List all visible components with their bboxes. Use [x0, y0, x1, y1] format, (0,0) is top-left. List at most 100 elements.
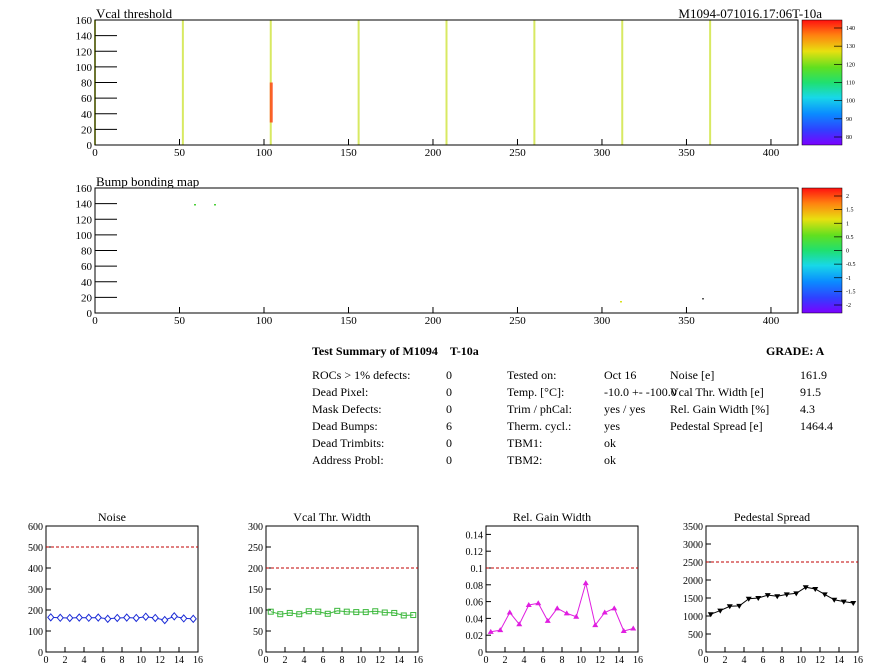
x-tick-label: 6	[321, 655, 326, 666]
x-tick-label: 16	[853, 655, 863, 666]
data-point	[381, 609, 388, 616]
data-point	[802, 585, 809, 591]
colorbar-tick-label: 80	[846, 135, 852, 141]
y-tick-label: 100	[28, 627, 43, 638]
data-point	[161, 615, 169, 625]
data-point	[793, 591, 800, 597]
data-point	[497, 627, 504, 633]
performance-value: 91.5	[800, 385, 821, 399]
colorbar-tick-label: 0	[846, 249, 849, 255]
colorbar-tick-label: -1.5	[846, 289, 856, 295]
y-tick-label: 50	[253, 627, 263, 638]
x-tick-label: 12	[595, 655, 605, 666]
x-tick-label: 16	[413, 655, 423, 666]
y-tick-label: 0	[87, 308, 93, 320]
colorbar-tick-label: 100	[846, 99, 855, 105]
data-point	[267, 608, 274, 615]
test-info-label: Trim / phCal:	[507, 402, 572, 416]
data-point	[601, 609, 608, 615]
y-tick-label: 60	[81, 261, 93, 273]
x-tick-label: 2	[723, 655, 728, 666]
y-tick-label: 300	[248, 522, 263, 533]
performance-value: 4.3	[800, 402, 815, 416]
x-tick-label: 2	[63, 655, 68, 666]
test-info-label: Therm. cycl.:	[507, 419, 572, 433]
data-point	[315, 608, 322, 615]
y-tick-label: 60	[81, 93, 93, 105]
x-tick-label: 400	[763, 147, 780, 159]
y-tick-label: 2000	[683, 576, 703, 587]
chart-2: Rel. Gain Width 0 0.02 0.04 0.06 0.08 0.1 0.12 0…	[466, 510, 644, 666]
y-tick-label: 0	[478, 648, 483, 659]
colorbar-tick-label: 140	[846, 26, 855, 32]
data-point	[132, 613, 140, 623]
test-info-value: -10.0 +- -100.0	[604, 385, 677, 399]
x-tick-label: 2	[283, 655, 288, 666]
y-tick-label: 160	[76, 183, 93, 195]
colorbar-tick-label: 1	[846, 221, 849, 227]
test-info-value: Oct 16	[604, 368, 637, 382]
data-point	[104, 614, 112, 624]
x-tick-label: 12	[375, 655, 385, 666]
data-point	[592, 622, 599, 628]
y-tick-label: 200	[28, 606, 43, 617]
colorbar-tick-label: 110	[846, 81, 855, 87]
x-tick-label: 400	[763, 315, 780, 327]
dead-bump-3	[620, 301, 622, 303]
data-point	[66, 613, 74, 623]
y-tick-label: 400	[28, 564, 43, 575]
data-point	[506, 609, 513, 615]
data-point	[56, 613, 64, 623]
y-tick-label: 140	[76, 199, 93, 211]
colorbar-tick-label: -1	[846, 276, 851, 282]
colorbar-tick-label: 90	[846, 117, 852, 123]
data-point	[774, 594, 781, 600]
x-tick-label: 4	[742, 655, 747, 666]
x-tick-label: 200	[425, 147, 442, 159]
y-tick-label: 3000	[683, 540, 703, 551]
y-tick-label: 500	[688, 630, 703, 641]
y-tick-label: 80	[81, 246, 93, 258]
x-tick-label: 0	[704, 655, 709, 666]
data-point	[755, 596, 762, 601]
x-tick-label: 350	[678, 315, 695, 327]
data-point	[47, 613, 55, 622]
y-tick-label: 600	[28, 522, 43, 533]
data-point	[726, 604, 733, 610]
x-tick-label: 14	[394, 655, 404, 666]
x-tick-label: 250	[509, 147, 526, 159]
x-tick-label: 100	[256, 315, 273, 327]
chart-title: Pedestal Spread	[734, 510, 810, 524]
data-point	[850, 601, 857, 607]
data-point	[123, 613, 131, 622]
bump-bonding-map: 0 50 100 150 200 250 300 350 400 0 20 40 60 80 100 120 1…	[76, 183, 799, 327]
chart-title: Noise	[98, 510, 126, 524]
y-tick-label: 100	[248, 606, 263, 617]
y-tick-label: 1500	[683, 594, 703, 605]
x-tick-label: 0	[44, 655, 49, 666]
test-info-value: yes / yes	[604, 402, 646, 416]
chart-3: Pedestal Spread 0 500 1000 1500 2000 2500 3000 3…	[683, 510, 863, 666]
y-tick-label: 100	[76, 230, 93, 242]
x-tick-label: 300	[594, 147, 611, 159]
x-tick-label: 100	[256, 147, 273, 159]
y-tick-label: 140	[76, 31, 93, 43]
colorbar-vcal: 80 90 100 110 120 130 140	[801, 19, 855, 146]
y-tick-label: 200	[248, 564, 263, 575]
x-tick-label: 10	[576, 655, 586, 666]
y-tick-label: 20	[81, 124, 93, 136]
data-point	[840, 599, 847, 605]
y-tick-label: 40	[81, 277, 93, 289]
chart-1: Vcal Thr. Width 0 50 100 150 200 250 300 0 2 4 6 8 10…	[248, 510, 423, 666]
data-point	[821, 592, 828, 598]
defect-value: 0	[446, 368, 452, 382]
dead-bump-4	[702, 298, 704, 300]
test-info-label: TBM2:	[507, 453, 543, 467]
x-tick-label: 8	[340, 655, 345, 666]
series-line	[50, 615, 194, 621]
defect-label: ROCs > 1% defects:	[312, 368, 411, 382]
colorbar-bump: -2 -1.5 -1 -0.5 0 0.5 1 1.5 2	[801, 187, 856, 314]
x-tick-label: 0	[92, 315, 98, 327]
data-point	[745, 596, 752, 602]
